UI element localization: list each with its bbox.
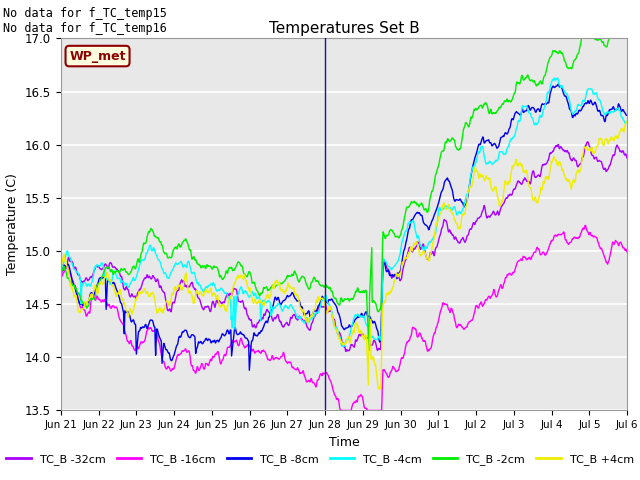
Y-axis label: Temperature (C): Temperature (C) xyxy=(6,173,19,276)
Text: WP_met: WP_met xyxy=(69,49,126,62)
Text: No data for f_TC_temp16: No data for f_TC_temp16 xyxy=(3,22,167,35)
Text: No data for f_TC_temp15: No data for f_TC_temp15 xyxy=(3,7,167,20)
Legend: TC_B -32cm, TC_B -16cm, TC_B -8cm, TC_B -4cm, TC_B -2cm, TC_B +4cm: TC_B -32cm, TC_B -16cm, TC_B -8cm, TC_B … xyxy=(2,450,638,469)
Title: Temperatures Set B: Temperatures Set B xyxy=(269,21,419,36)
X-axis label: Time: Time xyxy=(328,436,360,449)
